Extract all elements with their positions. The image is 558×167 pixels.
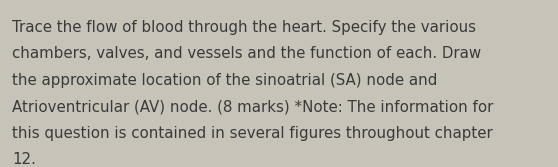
Text: 12.: 12. [12,152,36,167]
Text: Trace the flow of blood through the heart. Specify the various: Trace the flow of blood through the hear… [12,20,477,35]
Text: Atrioventricular (AV) node. (8 marks) *Note: The information for: Atrioventricular (AV) node. (8 marks) *N… [12,99,494,114]
Text: chambers, valves, and vessels and the function of each. Draw: chambers, valves, and vessels and the fu… [12,46,482,61]
Text: this question is contained in several figures throughout chapter: this question is contained in several fi… [12,126,493,141]
Text: the approximate location of the sinoatrial (SA) node and: the approximate location of the sinoatri… [12,73,437,88]
